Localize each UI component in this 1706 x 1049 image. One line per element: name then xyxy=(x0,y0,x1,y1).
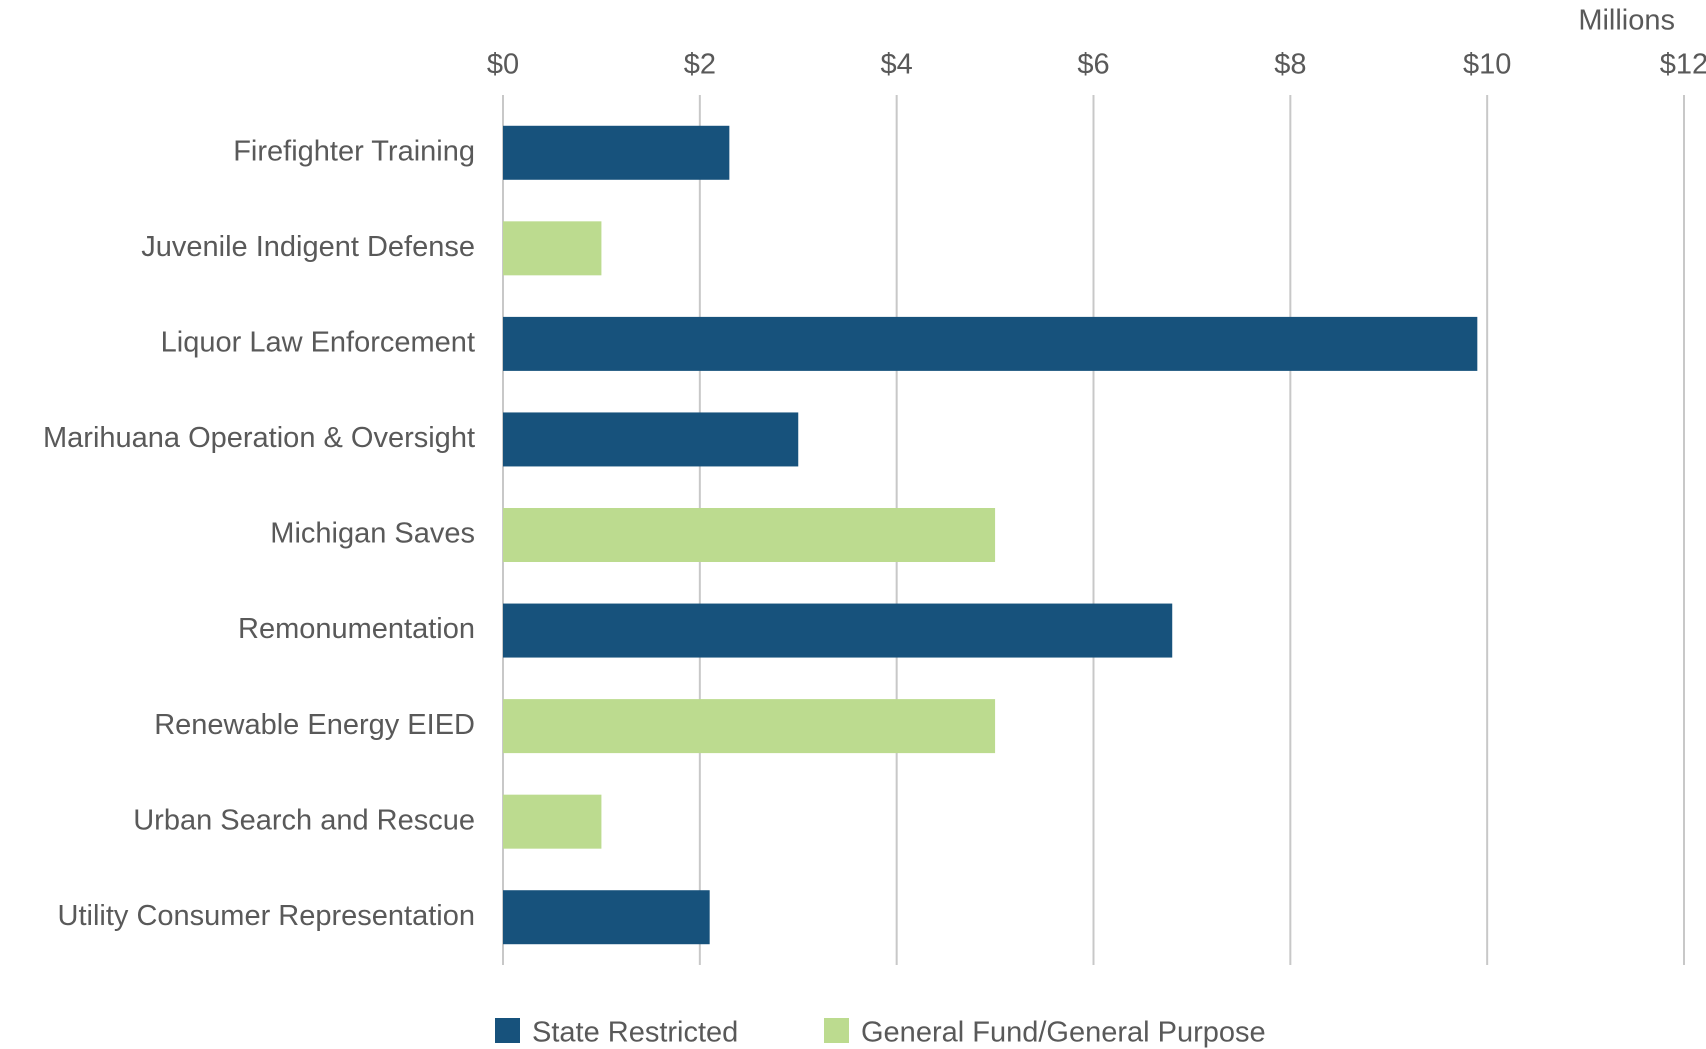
x-tick-label: $2 xyxy=(684,49,716,81)
y-tick-label: Utility Consumer Representation xyxy=(58,900,475,932)
legend-label: State Restricted xyxy=(532,1017,738,1049)
bar xyxy=(503,316,1478,371)
bar xyxy=(503,221,602,276)
y-tick-label: Marihuana Operation & Oversight xyxy=(43,422,475,454)
y-tick-label: Remonumentation xyxy=(238,613,475,645)
x-tick-label: $4 xyxy=(881,49,913,81)
y-tick-label: Renewable Energy EIED xyxy=(154,709,475,741)
bar xyxy=(503,508,996,562)
axis-label: Millions xyxy=(1578,5,1675,37)
bar xyxy=(503,412,799,467)
x-tick-label: $6 xyxy=(1077,49,1109,81)
bar xyxy=(503,794,602,849)
legend-swatch xyxy=(824,1018,849,1043)
y-tick-label: Juvenile Indigent Defense xyxy=(141,231,475,263)
y-tick-label: Firefighter Training xyxy=(233,135,475,167)
bar xyxy=(503,125,730,180)
y-tick-label: Urban Search and Rescue xyxy=(133,804,475,836)
x-tick-label: $0 xyxy=(487,49,519,81)
x-tick-label: $8 xyxy=(1274,49,1306,81)
bar xyxy=(503,890,710,945)
legend-label: General Fund/General Purpose xyxy=(861,1017,1266,1049)
x-tick-label: $12 xyxy=(1660,49,1706,81)
legend-swatch xyxy=(495,1018,520,1043)
y-tick-label: Liquor Law Enforcement xyxy=(161,327,475,359)
x-tick-label: $10 xyxy=(1463,49,1511,81)
bar xyxy=(503,603,1173,658)
y-tick-label: Michigan Saves xyxy=(270,518,475,550)
bar xyxy=(503,699,996,754)
